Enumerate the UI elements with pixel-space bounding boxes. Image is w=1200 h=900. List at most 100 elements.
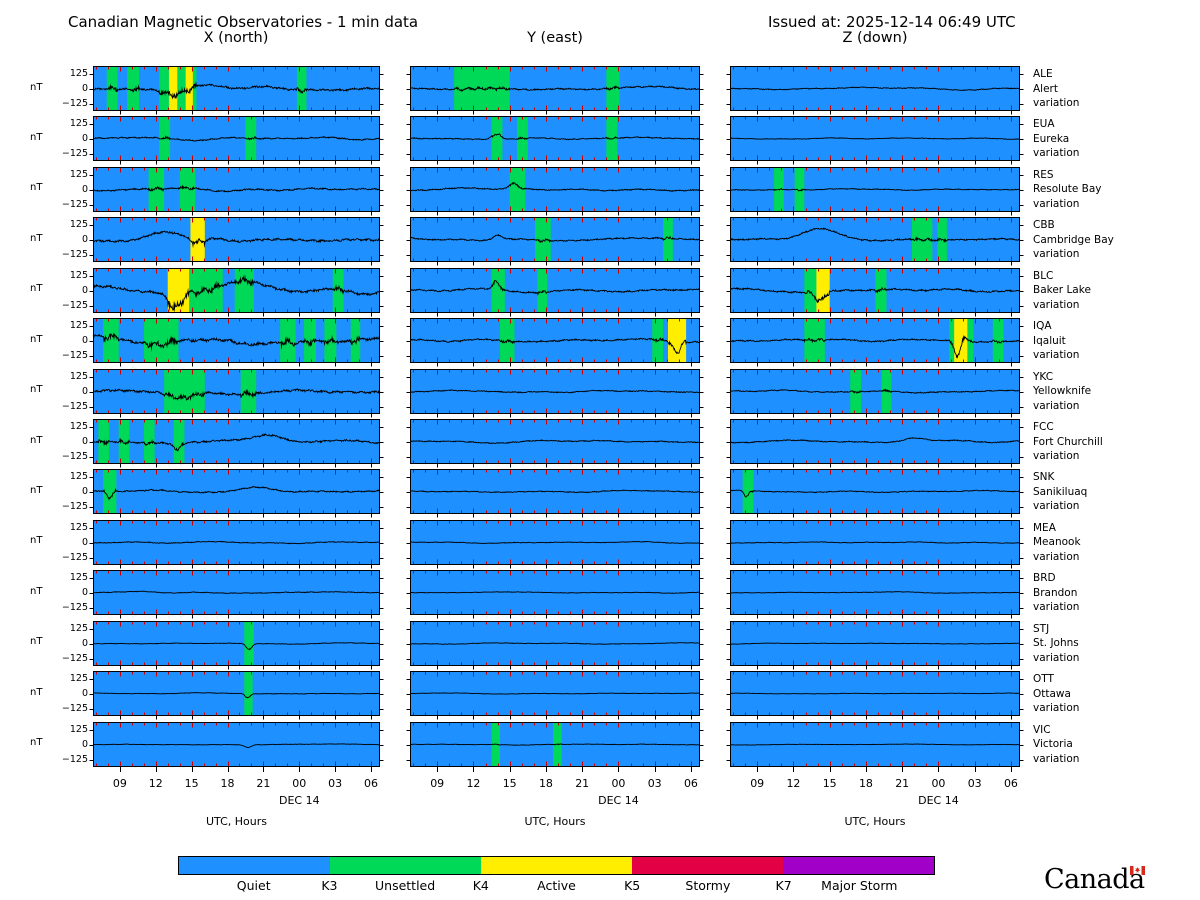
station-suffix: variation bbox=[1033, 752, 1080, 765]
xtick-label: 12 bbox=[466, 777, 481, 790]
y-unit-label: nT bbox=[30, 434, 43, 446]
station-code: STJ bbox=[1033, 622, 1050, 635]
station-label: OTT Ottawa variation bbox=[1033, 672, 1079, 716]
ytick-label: 0 bbox=[81, 587, 88, 599]
station-suffix: variation bbox=[1033, 399, 1080, 412]
station-name: Resolute Bay bbox=[1033, 183, 1102, 196]
xtick-label: 09 bbox=[430, 777, 445, 790]
ytick-label: 125 bbox=[69, 219, 88, 231]
ytick-label: −125 bbox=[61, 249, 88, 261]
legend-segment-major-storm bbox=[783, 857, 934, 874]
y-unit-label: nT bbox=[30, 535, 43, 547]
y-unit-label: nT bbox=[30, 585, 43, 597]
ytick-label: −125 bbox=[61, 98, 88, 109]
ytick-label: 125 bbox=[69, 572, 88, 584]
magnetogram-panel-BLC-Y bbox=[405, 267, 705, 319]
station-name: Fort Churchill bbox=[1033, 435, 1103, 448]
legend-segment-active bbox=[481, 857, 632, 874]
station-suffix: variation bbox=[1033, 97, 1080, 109]
xtick-label: 09 bbox=[750, 777, 765, 790]
magnetogram-panel-RES-X bbox=[88, 166, 385, 218]
station-label: SNK Sanikiluaq variation bbox=[1033, 470, 1087, 514]
station-name: St. Johns bbox=[1033, 637, 1079, 650]
station-label: FCC Fort Churchill variation bbox=[1033, 420, 1103, 464]
station-code: IQA bbox=[1033, 320, 1052, 333]
ytick-label: −125 bbox=[61, 652, 88, 664]
station-label: YKC Yellowknife variation bbox=[1033, 370, 1091, 414]
ytick-label: 125 bbox=[69, 673, 88, 685]
legend-boundary-label: K4 bbox=[472, 878, 489, 893]
legend-segment-label: Active bbox=[537, 878, 576, 893]
xtick-label: 03 bbox=[647, 777, 662, 790]
station-code: EUA bbox=[1033, 118, 1055, 131]
ytick-label: −125 bbox=[61, 501, 88, 513]
magnetogram-panel-IQA-Y bbox=[405, 318, 705, 370]
station-code: VIC bbox=[1033, 723, 1051, 736]
legend-boundary-label: K7 bbox=[775, 878, 792, 893]
date-label: DEC 14 bbox=[278, 794, 320, 807]
ytick-label: 125 bbox=[69, 723, 88, 735]
canada-flag-icon bbox=[1130, 866, 1145, 875]
ytick-label: 0 bbox=[81, 234, 88, 246]
ytick-label: 125 bbox=[69, 68, 88, 79]
magnetogram-panel-RES-Y bbox=[405, 166, 705, 218]
station-label: IQA Iqaluit variation bbox=[1033, 319, 1079, 363]
magnetogram-panel-OTT-Z bbox=[725, 671, 1025, 723]
station-label: STJ St. Johns variation bbox=[1033, 622, 1079, 666]
legend-segment-label: Quiet bbox=[236, 878, 271, 893]
station-suffix: variation bbox=[1033, 349, 1080, 362]
ytick-label: 0 bbox=[81, 436, 88, 447]
station-label: BRD Brandon variation bbox=[1033, 571, 1079, 615]
station-name: Sanikiluaq bbox=[1033, 485, 1088, 498]
activity-legend-bar bbox=[178, 856, 935, 875]
ytick-label: 0 bbox=[81, 335, 88, 347]
station-suffix: variation bbox=[1033, 500, 1080, 513]
magnetogram-panel-YKC-Y bbox=[405, 368, 705, 420]
ytick-label: 125 bbox=[69, 622, 88, 634]
ytick-label: −125 bbox=[61, 753, 88, 765]
magnetogram-panel-BLC-X bbox=[88, 267, 385, 319]
legend-segment-quiet bbox=[179, 857, 330, 874]
magnetogram-panel-YKC-Z bbox=[725, 368, 1025, 420]
ytick-label: −125 bbox=[61, 703, 88, 715]
ytick-label: 0 bbox=[81, 486, 88, 498]
magnetogram-panel-STJ-Z bbox=[725, 620, 1025, 672]
legend-boundary-label: K3 bbox=[321, 878, 338, 893]
ytick-label: 0 bbox=[81, 738, 88, 750]
magnetogram-panel-SNK-Y bbox=[405, 469, 705, 521]
station-code: MEA bbox=[1033, 521, 1056, 534]
magnetogram-panel-IQA-X bbox=[88, 318, 385, 370]
magnetogram-panel-BLC-Z bbox=[725, 267, 1025, 319]
xtick-label: 15 bbox=[184, 777, 199, 790]
station-name: Eureka bbox=[1033, 132, 1070, 145]
magnetogram-panel-FCC-Z bbox=[725, 419, 1025, 470]
station-code: CBB bbox=[1033, 219, 1055, 232]
ytick-label: 125 bbox=[69, 118, 88, 130]
magnetogram-panel-CBB-Y bbox=[405, 217, 705, 269]
y-unit-label: nT bbox=[30, 232, 43, 244]
x-axis-title: UTC, Hours bbox=[205, 815, 268, 828]
ytick-label: −125 bbox=[61, 299, 88, 311]
ytick-label: −125 bbox=[61, 148, 88, 160]
station-name: Brandon bbox=[1033, 586, 1078, 599]
ytick-label: 0 bbox=[81, 385, 88, 397]
ytick-label: 125 bbox=[69, 421, 88, 432]
ytick-label: 125 bbox=[69, 269, 88, 281]
station-code: OTT bbox=[1033, 673, 1054, 686]
ytick-label: 0 bbox=[81, 183, 88, 195]
canada-wordmark-text: Canada bbox=[1044, 864, 1145, 895]
station-suffix: variation bbox=[1033, 197, 1080, 210]
ytick-label: 0 bbox=[81, 637, 88, 649]
legend-boundary-label: K5 bbox=[624, 878, 641, 893]
magnetogram-panel-STJ-Y bbox=[405, 620, 705, 672]
station-label: RES Resolute Bay variation bbox=[1033, 168, 1102, 212]
magnetogram-panel-EUA-Y bbox=[405, 116, 705, 168]
y-unit-label: nT bbox=[30, 686, 43, 698]
y-unit-label: nT bbox=[30, 484, 43, 496]
station-code: RES bbox=[1033, 168, 1054, 181]
magnetogram-panel-EUA-X bbox=[88, 116, 385, 168]
date-label: DEC 14 bbox=[918, 794, 959, 807]
magnetogram-panel-CBB-Z bbox=[725, 217, 1025, 269]
station-name: Victoria bbox=[1033, 738, 1073, 751]
